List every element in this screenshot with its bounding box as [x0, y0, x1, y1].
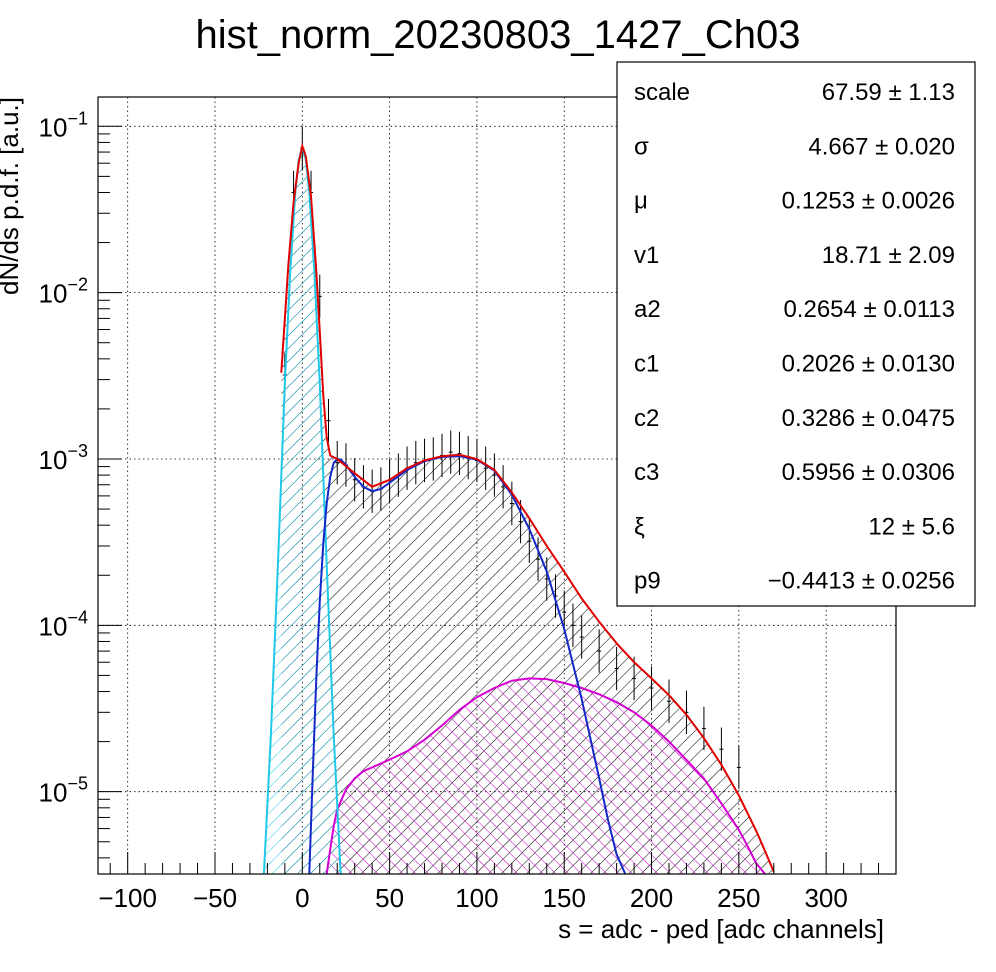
x-tick-label: 200	[630, 883, 673, 913]
stat-name: c3	[634, 459, 659, 486]
x-tick-label: 50	[375, 883, 404, 913]
fit-curves	[262, 142, 775, 874]
chart-title: hist_norm_20230803_1427_Ch03	[196, 13, 801, 57]
x-tick-label: −100	[98, 883, 157, 913]
y-axis-label: dN/ds p.d.f. [a.u.]	[0, 97, 24, 295]
background-curve	[325, 677, 766, 874]
pedestal-hatch	[263, 147, 341, 874]
stat-name: c1	[634, 351, 659, 378]
x-axis-label: s = adc - ped [adc channels]	[558, 914, 884, 944]
stat-value: 12 ± 5.6	[868, 513, 955, 540]
background-hatch	[326, 678, 766, 874]
stat-name: p9	[634, 568, 661, 595]
x-axis: −100 −50 0 50 100 150 200 250 300	[98, 852, 897, 913]
x-tick-label: 100	[455, 883, 498, 913]
stat-value: 0.3286 ± 0.0475	[782, 405, 955, 432]
x-tick-label: −50	[193, 883, 237, 913]
x-tick-label: 150	[543, 883, 586, 913]
x-tick-label: 300	[804, 883, 847, 913]
y-tick-label: 10−5	[39, 774, 88, 808]
stat-name: v1	[634, 242, 659, 269]
y-tick-label: 10−1	[39, 108, 88, 142]
x-tick-label: 0	[295, 883, 309, 913]
stat-value: 0.1253 ± 0.0026	[782, 188, 955, 215]
stat-value: 0.5956 ± 0.0306	[782, 459, 955, 486]
x-tick-label: 250	[717, 883, 760, 913]
stat-name: c2	[634, 405, 659, 432]
y-tick-label: 10−2	[39, 275, 88, 309]
stat-value: 67.59 ± 1.13	[822, 79, 955, 106]
stat-name: a2	[634, 296, 661, 323]
stat-name: ξ	[634, 513, 645, 540]
stat-name: scale	[634, 79, 690, 106]
y-axis: 10−1 10−2 10−3 10−4 10−5	[39, 108, 122, 859]
stat-value: 18.71 ± 2.09	[822, 242, 955, 269]
stat-value: 0.2026 ± 0.0130	[782, 351, 955, 378]
y-tick-label: 10−4	[39, 607, 88, 641]
stat-value: −0.4413 ± 0.0256	[768, 568, 955, 595]
stat-name: σ	[634, 133, 649, 160]
y-tick-label: 10−3	[39, 441, 88, 475]
total-hatch	[281, 146, 774, 874]
stat-value: 0.2654 ± 0.0113	[783, 296, 955, 323]
stat-name: μ	[634, 188, 648, 215]
stat-value: 4.667 ± 0.020	[808, 133, 955, 160]
component-fills	[263, 146, 774, 874]
total-curve	[280, 142, 775, 873]
single-curve	[308, 455, 627, 874]
fit-stats-box: scale 67.59 ± 1.13 σ 4.667 ± 0.020 μ 0.1253 ±…	[616, 61, 976, 607]
